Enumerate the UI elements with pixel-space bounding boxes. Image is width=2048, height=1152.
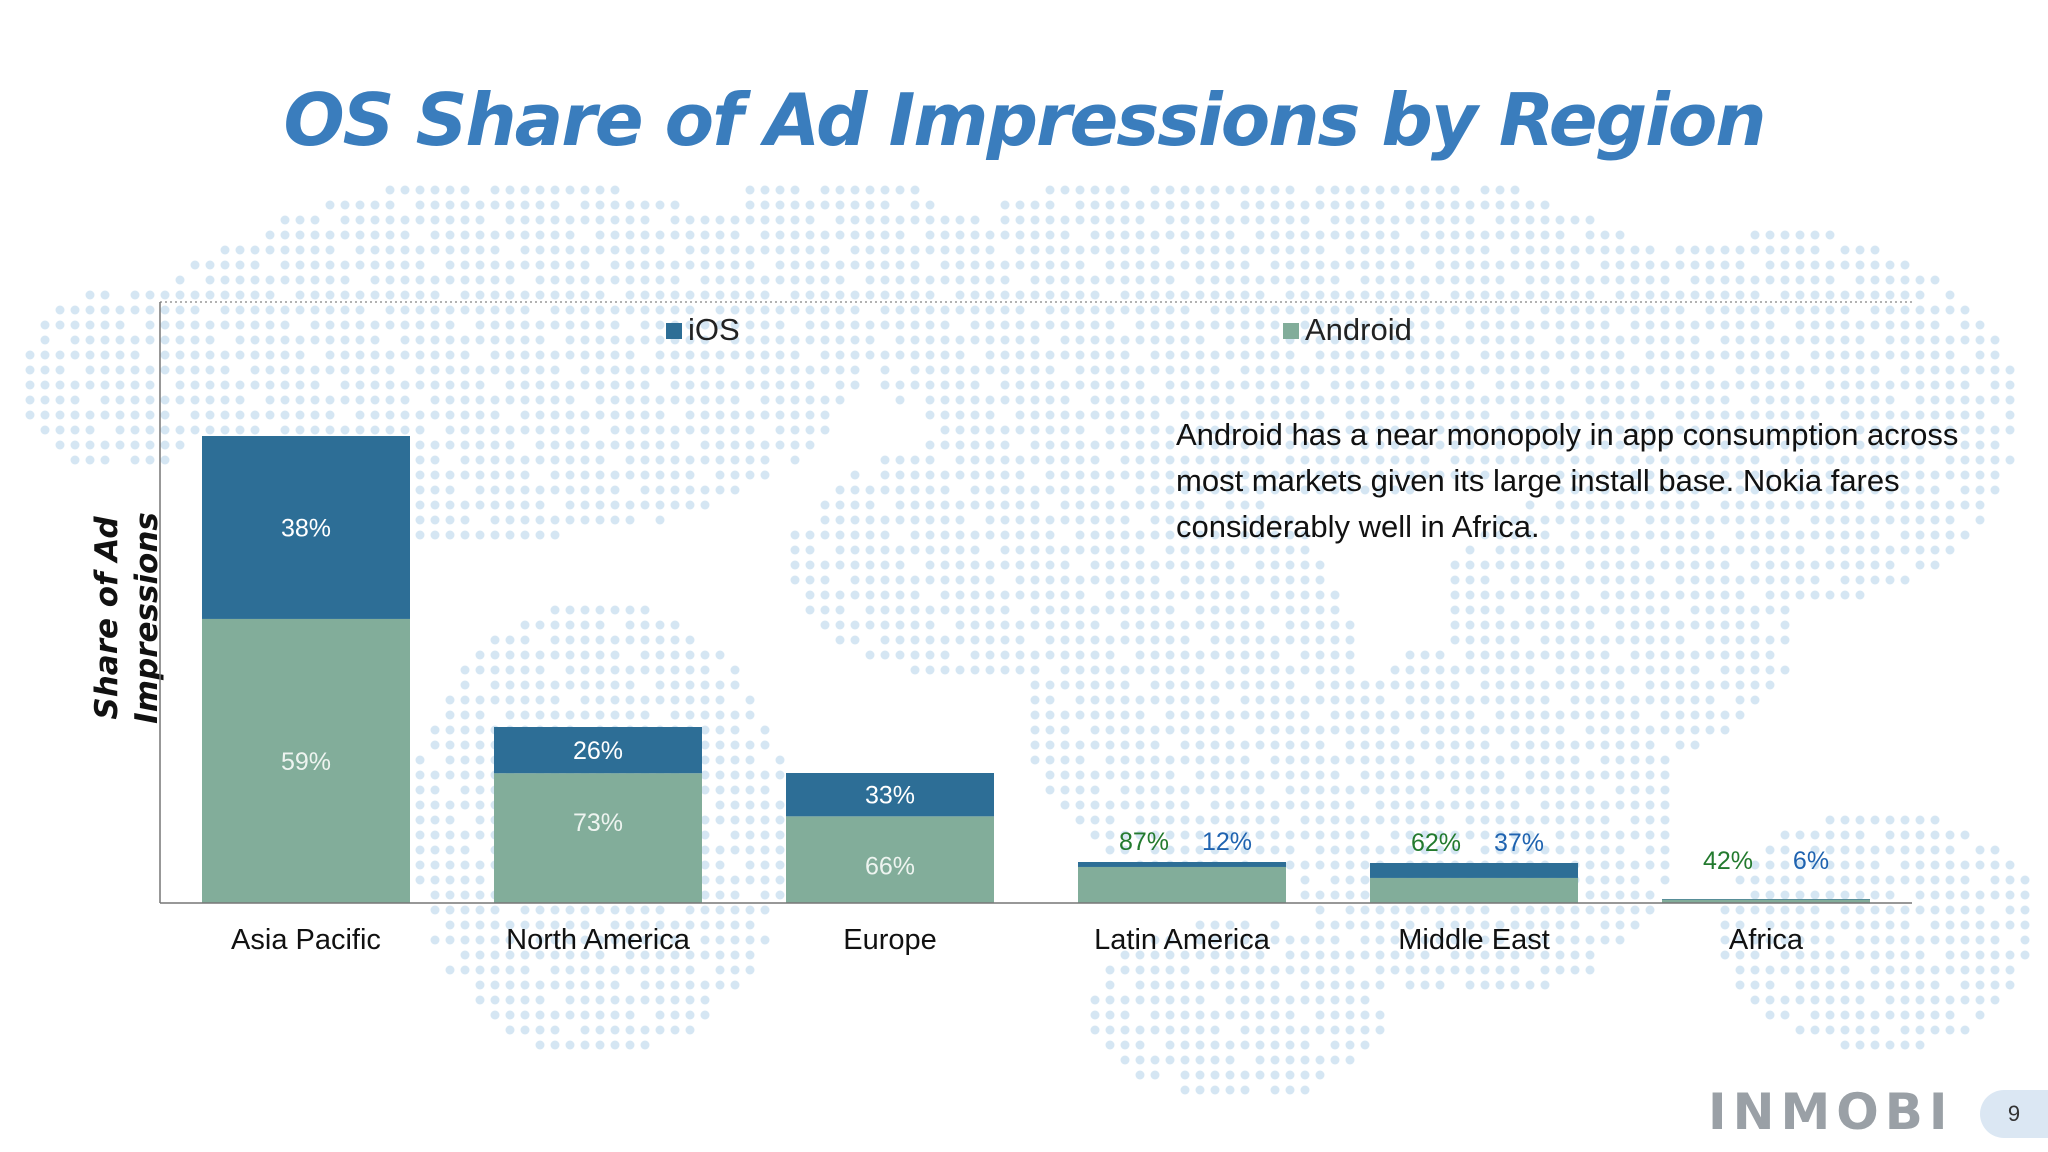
bar-android-2 <box>786 816 994 903</box>
x-tick-label-2: Europe <box>843 924 937 956</box>
bar-android-3 <box>1078 866 1286 903</box>
bar-android-1 <box>494 773 702 903</box>
bar-ios-0 <box>202 436 410 619</box>
x-tick-label-0: Asia Pacific <box>231 924 381 956</box>
legend-item-ios: iOS <box>666 312 740 348</box>
data-label-android-5: 42% <box>1703 847 1753 875</box>
legend-swatch-ios <box>666 323 682 339</box>
x-tick-label-5: Africa <box>1729 924 1804 956</box>
bar-ios-4 <box>1370 863 1578 878</box>
data-label-ios-4: 37% <box>1494 829 1544 857</box>
page-number: 9 <box>1980 1090 2048 1138</box>
x-tick-label-3: Latin America <box>1094 924 1271 956</box>
bar-ios-2 <box>786 773 994 817</box>
chart-annotation: Android has a near monopoly in app consu… <box>1176 417 1959 544</box>
bar-ios-1 <box>494 727 702 774</box>
bar-android-0 <box>202 618 410 903</box>
data-label-ios-1: 26% <box>573 737 623 765</box>
x-tick-label-4: Middle East <box>1398 924 1550 956</box>
bar-ios-3 <box>1078 862 1286 867</box>
chart-title: OS Share of Ad Impressions by Region <box>283 78 1766 162</box>
data-label-android-0: 59% <box>281 748 331 776</box>
data-label-android-1: 73% <box>573 809 623 837</box>
data-label-ios-2: 33% <box>865 782 915 810</box>
legend-item-android: Android <box>1283 312 1412 348</box>
data-label-ios-0: 38% <box>281 514 331 542</box>
data-label-android-3: 87% <box>1119 828 1169 856</box>
data-label-ios-3: 12% <box>1202 828 1252 856</box>
data-label-android-2: 66% <box>865 852 915 880</box>
data-label-ios-5: 6% <box>1793 847 1829 875</box>
legend-label-android: Android <box>1305 312 1412 347</box>
legend-swatch-android <box>1283 323 1299 339</box>
bar-android-5 <box>1662 899 1870 903</box>
legend-label-ios: iOS <box>688 312 740 347</box>
bar-android-4 <box>1370 877 1578 903</box>
x-tick-label-1: North America <box>506 924 691 956</box>
data-label-android-4: 62% <box>1411 829 1461 857</box>
inmobi-logo: INMOBI <box>1708 1083 1954 1141</box>
bar-ios-5 <box>1662 899 1870 900</box>
